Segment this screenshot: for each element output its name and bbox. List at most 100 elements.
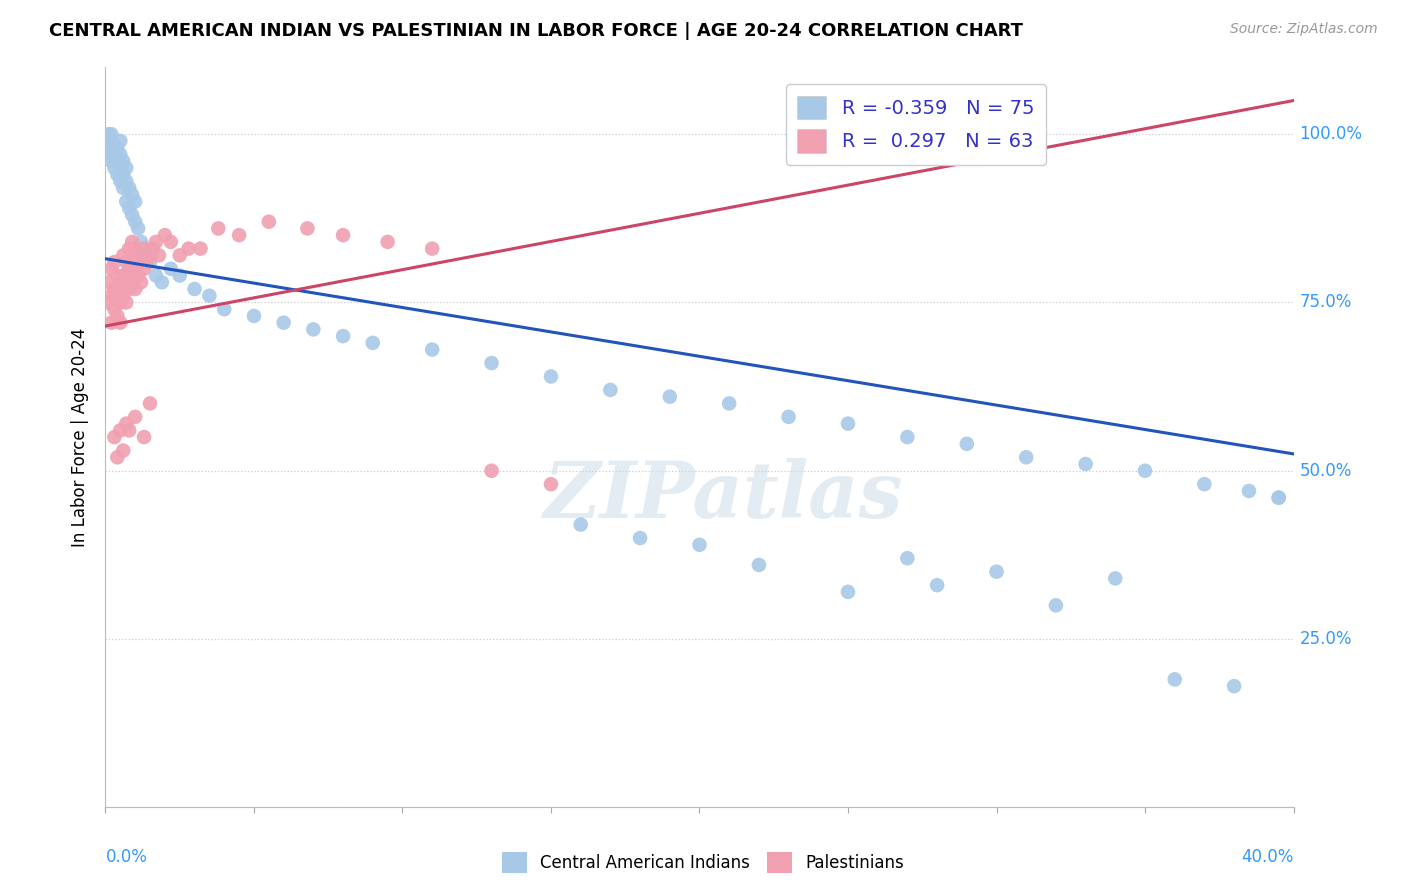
Point — [1164, 673, 1187, 687]
Point — [177, 242, 200, 256]
Point — [139, 396, 162, 410]
Point — [124, 194, 146, 209]
Point — [153, 228, 176, 243]
Point — [132, 242, 155, 256]
Point — [118, 201, 141, 215]
Point — [1104, 571, 1126, 585]
Point — [145, 235, 167, 249]
Point — [658, 390, 681, 404]
Point — [112, 268, 135, 283]
Point — [124, 242, 146, 256]
Point — [97, 141, 120, 155]
Point — [129, 255, 152, 269]
Point — [103, 161, 125, 175]
Point — [121, 208, 143, 222]
Point — [748, 558, 770, 572]
Point — [159, 235, 181, 249]
Point — [100, 154, 122, 169]
Point — [100, 289, 122, 303]
Point — [110, 423, 132, 437]
Point — [132, 242, 155, 256]
Point — [115, 275, 138, 289]
Point — [105, 168, 128, 182]
Point — [481, 464, 503, 478]
Point — [207, 221, 229, 235]
Point — [100, 147, 122, 161]
Point — [1194, 477, 1216, 491]
Point — [124, 409, 146, 424]
Point — [115, 417, 138, 431]
Point — [115, 161, 138, 175]
Point — [103, 430, 125, 444]
Point — [112, 154, 135, 169]
Point — [118, 181, 141, 195]
Point — [100, 134, 122, 148]
Point — [121, 187, 143, 202]
Y-axis label: In Labor Force | Age 20-24: In Labor Force | Age 20-24 — [72, 327, 90, 547]
Point — [377, 235, 399, 249]
Point — [1045, 599, 1067, 613]
Point — [103, 147, 125, 161]
Point — [628, 531, 651, 545]
Point — [127, 221, 149, 235]
Point — [190, 242, 212, 256]
Point — [297, 221, 319, 235]
Point — [896, 430, 918, 444]
Point — [986, 565, 1008, 579]
Point — [124, 215, 146, 229]
Point — [112, 248, 135, 262]
Point — [896, 551, 918, 566]
Point — [118, 242, 141, 256]
Point — [332, 329, 354, 343]
Text: Source: ZipAtlas.com: Source: ZipAtlas.com — [1230, 22, 1378, 37]
Point — [142, 242, 165, 256]
Point — [124, 261, 146, 276]
Point — [100, 316, 122, 330]
Point — [127, 268, 149, 283]
Point — [118, 282, 141, 296]
Point — [214, 302, 236, 317]
Point — [105, 141, 128, 155]
Point — [420, 343, 443, 357]
Text: 100.0%: 100.0% — [1299, 125, 1362, 144]
Point — [115, 174, 138, 188]
Point — [115, 255, 138, 269]
Point — [159, 261, 181, 276]
Point — [97, 127, 120, 141]
Text: 40.0%: 40.0% — [1241, 848, 1294, 866]
Point — [115, 295, 138, 310]
Point — [139, 248, 162, 262]
Point — [100, 127, 122, 141]
Point — [1237, 483, 1260, 498]
Point — [718, 396, 741, 410]
Point — [540, 369, 562, 384]
Point — [103, 302, 125, 317]
Point — [112, 168, 135, 182]
Point — [1074, 457, 1097, 471]
Point — [257, 215, 280, 229]
Point — [1267, 491, 1289, 505]
Point — [121, 255, 143, 269]
Point — [1015, 450, 1038, 465]
Point — [129, 275, 152, 289]
Point — [110, 275, 132, 289]
Point — [105, 268, 128, 283]
Text: 0.0%: 0.0% — [105, 848, 148, 866]
Point — [97, 295, 120, 310]
Point — [150, 275, 173, 289]
Point — [837, 585, 859, 599]
Point — [243, 309, 266, 323]
Point — [332, 228, 354, 243]
Point — [112, 181, 135, 195]
Point — [136, 255, 159, 269]
Point — [103, 282, 125, 296]
Point — [115, 194, 138, 209]
Point — [124, 282, 146, 296]
Point — [105, 289, 128, 303]
Point — [599, 383, 621, 397]
Point — [110, 134, 132, 148]
Point — [481, 356, 503, 370]
Point — [148, 248, 170, 262]
Point — [105, 154, 128, 169]
Point — [110, 295, 132, 310]
